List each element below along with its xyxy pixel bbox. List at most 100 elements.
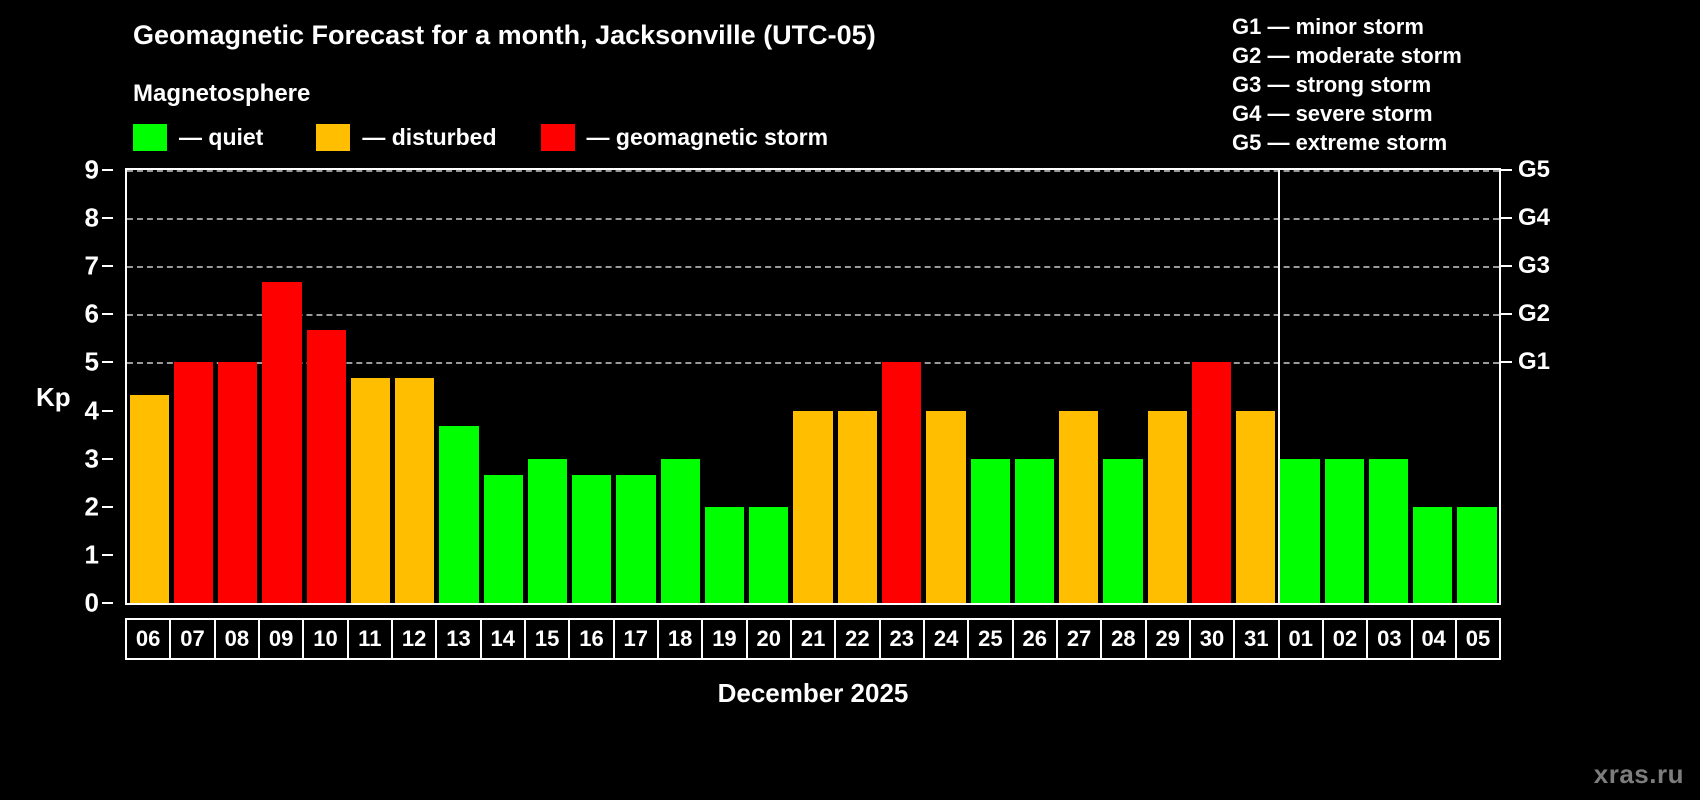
day-label-cell[interactable]: 01: [1277, 618, 1324, 660]
bar-31[interactable]: [1236, 410, 1276, 603]
bar-slot[interactable]: [968, 170, 1012, 603]
day-label-cell[interactable]: 17: [612, 618, 659, 660]
bar-slot[interactable]: [614, 170, 658, 603]
bar-23[interactable]: [882, 362, 922, 603]
day-label-cell[interactable]: 07: [169, 618, 216, 660]
day-label-cell[interactable]: 13: [435, 618, 482, 660]
day-label-cell[interactable]: 12: [390, 618, 438, 660]
bar-slot[interactable]: [1189, 170, 1233, 603]
day-label-cell[interactable]: 22: [834, 618, 881, 660]
bar-slot[interactable]: [1411, 170, 1455, 603]
day-label-cell[interactable]: 25: [967, 618, 1014, 660]
day-label-cell[interactable]: 03: [1366, 618, 1413, 660]
bar-04[interactable]: [1413, 506, 1453, 603]
bar-slot[interactable]: [1234, 170, 1278, 603]
day-label-text: 02: [1332, 626, 1358, 651]
day-label-cell[interactable]: 09: [257, 618, 305, 660]
day-label-cell[interactable]: 28: [1100, 618, 1147, 660]
day-label-cell[interactable]: 15: [523, 618, 571, 660]
legend-item-storm: — geomagnetic storm: [540, 124, 828, 151]
bar-24[interactable]: [926, 410, 966, 603]
bar-03[interactable]: [1368, 458, 1409, 603]
day-label-cell[interactable]: 29: [1144, 618, 1191, 660]
bar-slot[interactable]: [1366, 170, 1410, 603]
day-label-cell[interactable]: 21: [789, 618, 837, 660]
bar-11[interactable]: [350, 378, 391, 603]
y-tick-mark: [102, 602, 113, 604]
day-label-cell[interactable]: 08: [213, 618, 260, 660]
bar-slot[interactable]: [481, 170, 525, 603]
bar-01[interactable]: [1280, 458, 1320, 603]
day-label-cell[interactable]: 02: [1321, 618, 1369, 660]
bar-25[interactable]: [970, 458, 1010, 603]
bar-slot[interactable]: [658, 170, 702, 603]
bar-19[interactable]: [704, 506, 745, 603]
bar-16[interactable]: [572, 474, 612, 603]
bar-slot[interactable]: [1012, 170, 1056, 603]
bar-slot[interactable]: [791, 170, 835, 603]
bar-27[interactable]: [1059, 410, 1099, 603]
y-tick-label: 1: [84, 539, 99, 570]
bar-20[interactable]: [749, 506, 789, 603]
bar-slot[interactable]: [924, 170, 968, 603]
bar-slot[interactable]: [216, 170, 260, 603]
bar-slot[interactable]: [348, 170, 392, 603]
bar-09[interactable]: [262, 282, 302, 603]
bar-slot[interactable]: [747, 170, 791, 603]
day-label-text: 17: [623, 626, 649, 651]
day-label-cell[interactable]: 16: [568, 618, 615, 660]
day-label-cell[interactable]: 23: [878, 618, 925, 660]
day-label-cell[interactable]: 24: [922, 618, 970, 660]
bar-08[interactable]: [218, 362, 258, 603]
bar-slot[interactable]: [1455, 170, 1499, 603]
bar-28[interactable]: [1103, 458, 1143, 603]
bar-18[interactable]: [660, 458, 700, 603]
bar-slot[interactable]: [835, 170, 879, 603]
bar-17[interactable]: [616, 474, 656, 603]
day-label-cell[interactable]: 30: [1188, 618, 1236, 660]
bar-slot[interactable]: [880, 170, 924, 603]
day-label-cell[interactable]: 04: [1410, 618, 1457, 660]
bar-slot[interactable]: [1322, 170, 1366, 603]
bar-slot[interactable]: [702, 170, 746, 603]
day-label-cell[interactable]: 27: [1055, 618, 1103, 660]
bar-12[interactable]: [395, 378, 435, 603]
bar-26[interactable]: [1014, 458, 1055, 603]
day-label-cell[interactable]: 14: [479, 618, 526, 660]
bar-slot[interactable]: [393, 170, 437, 603]
bar-15[interactable]: [527, 458, 568, 603]
bar-slot[interactable]: [1057, 170, 1101, 603]
day-label-cell[interactable]: 11: [346, 618, 393, 660]
bar-slot[interactable]: [570, 170, 614, 603]
bar-slot[interactable]: [1145, 170, 1189, 603]
bar-slot[interactable]: [127, 170, 171, 603]
bar-06[interactable]: [129, 394, 169, 603]
bar-slot[interactable]: [525, 170, 569, 603]
bar-slot[interactable]: [171, 170, 215, 603]
bar-02[interactable]: [1324, 458, 1364, 603]
day-label-cell[interactable]: 05: [1454, 618, 1502, 660]
bar-07[interactable]: [173, 362, 214, 603]
bar-slot[interactable]: [260, 170, 304, 603]
bar-slot[interactable]: [437, 170, 481, 603]
day-label-cell[interactable]: 31: [1233, 618, 1280, 660]
legend-item-disturbed: — disturbed: [316, 124, 497, 151]
day-label-cell[interactable]: 19: [701, 618, 748, 660]
bar-13[interactable]: [439, 426, 479, 603]
day-label-cell[interactable]: 26: [1011, 618, 1058, 660]
bar-21[interactable]: [793, 410, 833, 603]
day-label-cell[interactable]: 20: [745, 618, 792, 660]
day-label-cell[interactable]: 06: [125, 618, 172, 660]
bar-22[interactable]: [837, 410, 878, 603]
day-label-cell[interactable]: 18: [656, 618, 704, 660]
watermark: xras.ru: [1593, 759, 1684, 789]
bar-29[interactable]: [1147, 410, 1187, 603]
bar-14[interactable]: [483, 474, 523, 603]
bar-30[interactable]: [1191, 362, 1232, 603]
bar-10[interactable]: [306, 330, 346, 603]
bar-slot[interactable]: [304, 170, 348, 603]
bar-slot[interactable]: [1101, 170, 1145, 603]
day-label-cell[interactable]: 10: [302, 618, 349, 660]
bar-slot[interactable]: [1278, 170, 1322, 603]
bar-05[interactable]: [1457, 506, 1497, 603]
